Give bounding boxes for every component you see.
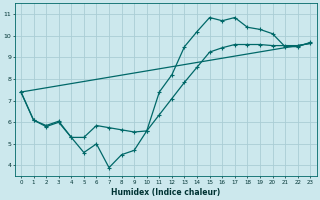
X-axis label: Humidex (Indice chaleur): Humidex (Indice chaleur) — [111, 188, 220, 197]
